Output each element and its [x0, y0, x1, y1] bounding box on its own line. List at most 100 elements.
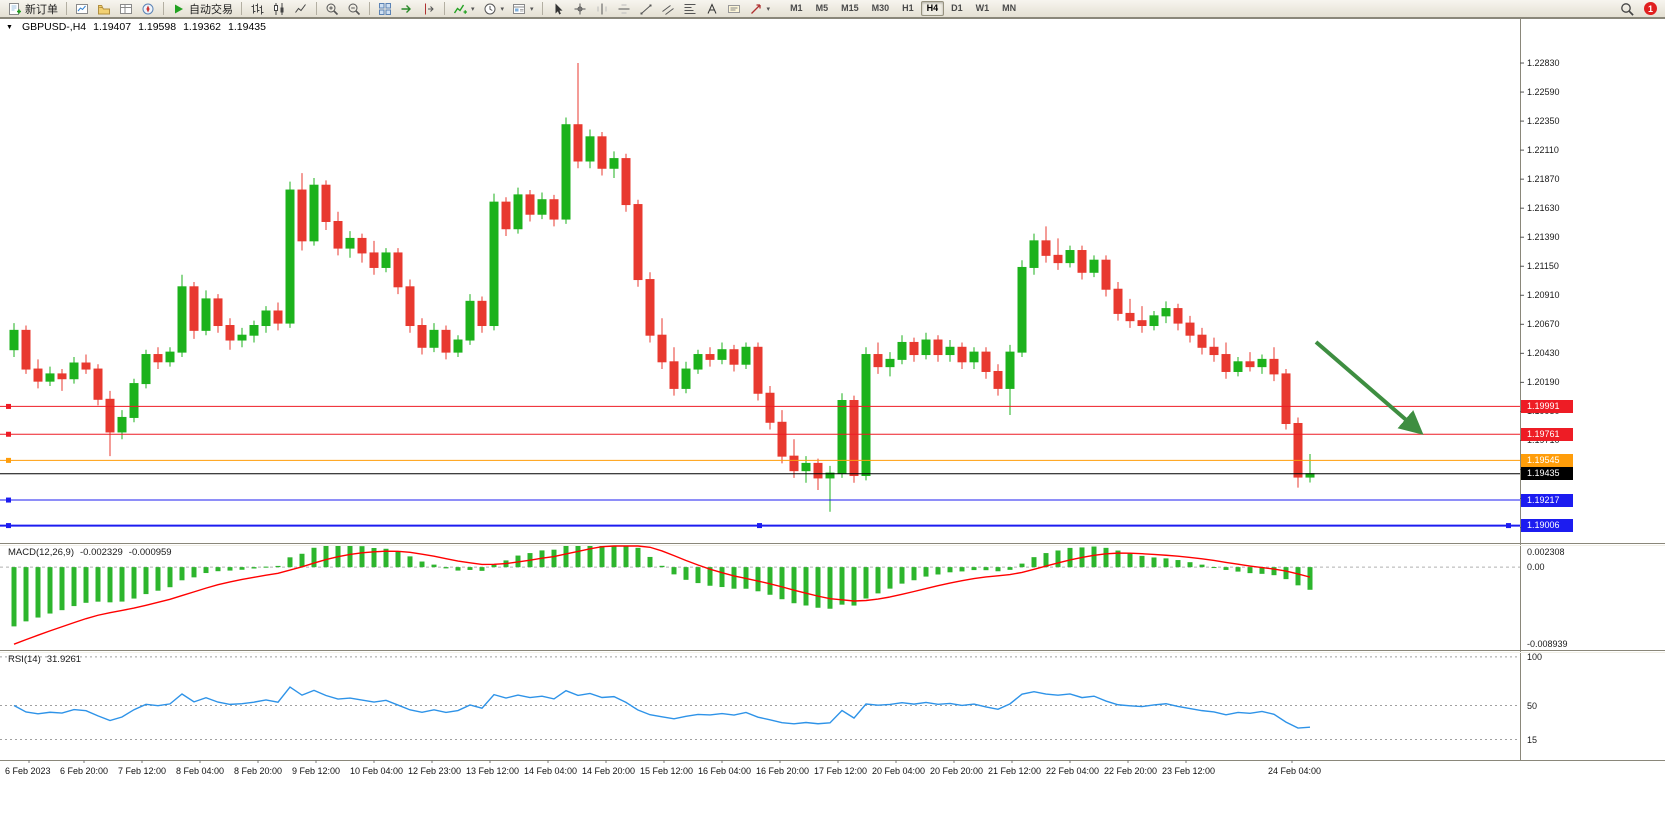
candle-body — [657, 334, 667, 363]
templates-button[interactable]: ▾ — [508, 0, 538, 18]
candle-body — [693, 354, 703, 370]
hline-handle[interactable] — [6, 457, 11, 463]
timeframe-button-w1[interactable]: W1 — [975, 3, 990, 13]
toolbar-separator — [444, 2, 445, 15]
candle-body — [333, 220, 343, 249]
search-button[interactable] — [1616, 0, 1638, 18]
hline-handle[interactable] — [757, 523, 762, 529]
candle-body — [609, 158, 619, 169]
timeframe-button-m5[interactable]: M5 — [815, 3, 829, 13]
chart-header: ▼ GBPUSD-,H4 1.19407 1.19598 1.19362 1.1… — [6, 21, 266, 33]
new-chart-button[interactable] — [71, 0, 93, 18]
hline-handle[interactable] — [6, 497, 11, 503]
candle-body — [1005, 351, 1015, 389]
new-order-button[interactable]: 新订单 — [4, 0, 62, 18]
candle-body — [837, 400, 847, 474]
candle-body — [477, 300, 487, 327]
candle-body — [297, 189, 307, 242]
candle-body — [45, 373, 55, 382]
hline-handle[interactable] — [1506, 523, 1511, 529]
autotrading-button[interactable]: 自动交易 — [168, 0, 237, 18]
candle-body — [861, 354, 871, 477]
candle-body — [309, 184, 319, 242]
timeframe-button-m1[interactable]: M1 — [790, 3, 803, 13]
hline-handle[interactable] — [6, 403, 11, 409]
profiles-button[interactable] — [93, 0, 115, 18]
zoom-out-button[interactable] — [343, 0, 365, 18]
candle-body — [153, 354, 163, 363]
candle-body — [177, 286, 187, 353]
time-axis-label: 9 Feb 12:00 — [292, 766, 341, 776]
one-click-trading-arrow[interactable]: ▼ — [6, 23, 13, 31]
cursor-button[interactable] — [547, 0, 569, 18]
candle-body — [873, 354, 883, 368]
bid-price-tag: 1.19435 — [1521, 467, 1573, 481]
timeframe-button-d1[interactable]: D1 — [951, 3, 963, 13]
vertical-line-button[interactable] — [591, 0, 613, 18]
hline-handle[interactable] — [6, 431, 11, 437]
time-axis[interactable]: 6 Feb 2023 6 Feb 20:00 7 Feb 12:00 8 Feb 04… — [0, 764, 1520, 784]
candle-body — [669, 361, 679, 389]
timeframe-button-m15[interactable]: M15 — [841, 3, 859, 13]
candle-body — [993, 370, 1003, 389]
candle-body — [117, 416, 127, 433]
fibonacci-button[interactable] — [679, 0, 701, 18]
chart-shift-button[interactable] — [418, 0, 440, 18]
candle-body — [957, 346, 967, 363]
rsi-indicator-label: RSI(14) 31.9261 — [8, 654, 81, 665]
line-chart-button[interactable] — [290, 0, 312, 18]
candlestick-chart-button[interactable] — [268, 0, 290, 18]
candle-body — [633, 204, 643, 281]
candle-body — [285, 189, 295, 324]
candle-body — [909, 341, 919, 356]
crosshair-icon — [573, 2, 587, 16]
indicators-button[interactable]: ▾ — [449, 0, 479, 18]
candle-body — [201, 298, 211, 331]
timeframe-button-mn[interactable]: MN — [1002, 3, 1017, 13]
candle-body — [249, 325, 259, 336]
candle-body — [741, 346, 751, 365]
candle-body — [1077, 250, 1087, 273]
candle-body — [489, 201, 499, 327]
hline-handle[interactable] — [6, 523, 11, 529]
channel-button[interactable] — [657, 0, 679, 18]
zoom-in-button[interactable] — [321, 0, 343, 18]
arrows-icon — [749, 2, 763, 16]
candle-body — [1161, 308, 1171, 317]
trendline-button[interactable] — [635, 0, 657, 18]
periods-button[interactable]: ▾ — [479, 0, 509, 18]
trend-arrow[interactable] — [1314, 340, 1424, 435]
horizontal-line-button[interactable] — [613, 0, 635, 18]
candle-body — [969, 351, 979, 363]
arrows-button[interactable]: ▾ — [745, 0, 775, 18]
notification-badge[interactable]: 1 — [1644, 2, 1657, 15]
timeframe-button-h4[interactable]: H4 — [920, 1, 945, 16]
crosshair-button[interactable] — [569, 0, 591, 18]
candle-body — [849, 400, 859, 477]
candle-body — [393, 252, 403, 288]
candle-body — [321, 184, 331, 222]
toolbar-separator — [241, 2, 242, 15]
candle-body — [273, 310, 283, 324]
text-button[interactable] — [701, 0, 723, 18]
zoom-in-icon — [325, 2, 339, 16]
price-scale[interactable]: 1.22830 1.22590 1.22350 1.22110 1.21870 1.216… — [1521, 18, 1665, 783]
candle-body — [417, 325, 427, 348]
price-axis-label: 1.22110 — [1527, 145, 1559, 156]
navigator-button[interactable] — [137, 0, 159, 18]
candle-body — [729, 349, 739, 365]
tile-windows-button[interactable] — [374, 0, 396, 18]
timeframe-button-m30[interactable]: M30 — [871, 3, 890, 13]
navigator-icon — [141, 2, 155, 16]
candle-body — [381, 252, 391, 268]
time-axis-label: 13 Feb 12:00 — [466, 766, 520, 776]
candle-body — [801, 462, 811, 472]
bar-chart-button[interactable] — [246, 0, 268, 18]
data-window-button[interactable] — [115, 0, 137, 18]
candle-body — [1233, 361, 1243, 372]
auto-scroll-button[interactable] — [396, 0, 418, 18]
time-axis-label: 22 Feb 20:00 — [1104, 766, 1158, 776]
macd-scale-min: -0.008939 — [1527, 639, 1568, 649]
timeframe-button-h1[interactable]: H1 — [902, 3, 914, 13]
text-label-button[interactable] — [723, 0, 745, 18]
